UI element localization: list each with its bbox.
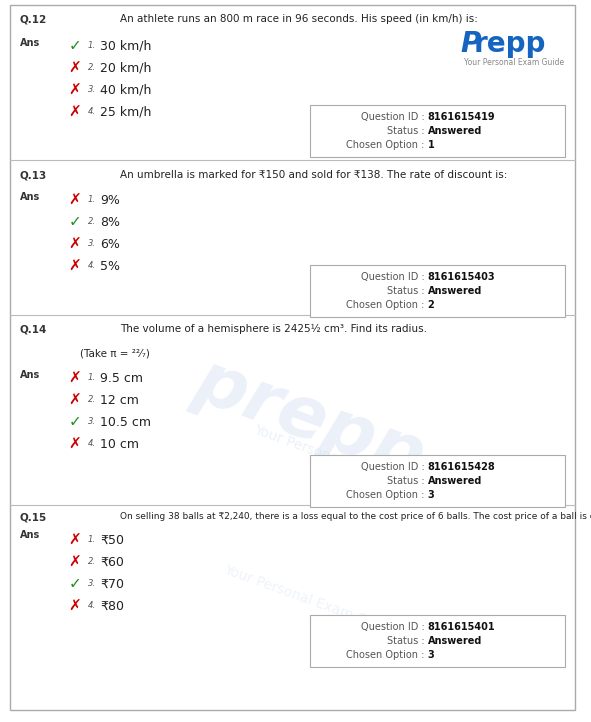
Text: ✗: ✗	[69, 82, 82, 97]
Text: 2.: 2.	[88, 557, 96, 567]
Text: 10.5 cm: 10.5 cm	[100, 415, 151, 428]
Text: Answered: Answered	[427, 286, 482, 296]
Text: Status :: Status :	[387, 126, 427, 136]
Text: 10 cm: 10 cm	[100, 438, 139, 451]
FancyBboxPatch shape	[310, 455, 565, 507]
Text: Q.14: Q.14	[20, 324, 47, 334]
Text: prepp: prepp	[186, 347, 434, 493]
Text: ✓: ✓	[69, 414, 82, 430]
Text: 2: 2	[427, 300, 434, 310]
Text: Your Personal Exam Guide: Your Personal Exam Guide	[464, 58, 564, 67]
Text: ✗: ✗	[69, 61, 82, 76]
Text: Q.12: Q.12	[20, 14, 47, 24]
Text: 1: 1	[427, 140, 434, 150]
Text: 1.: 1.	[88, 196, 96, 204]
Text: 2.: 2.	[88, 396, 96, 404]
Text: 5%: 5%	[100, 259, 120, 272]
Text: ✗: ✗	[69, 258, 82, 274]
Text: ₹60: ₹60	[100, 555, 124, 568]
Text: ₹50: ₹50	[100, 534, 124, 547]
Text: ✗: ✗	[69, 437, 82, 451]
Text: 3: 3	[427, 490, 434, 500]
Text: Ans: Ans	[20, 192, 40, 202]
Text: 3: 3	[427, 650, 434, 660]
Text: ₹80: ₹80	[100, 599, 124, 612]
Text: P: P	[460, 30, 480, 58]
Text: Status :: Status :	[387, 636, 427, 646]
Text: ✗: ✗	[69, 554, 82, 570]
Text: 20 km/h: 20 km/h	[100, 61, 151, 74]
Text: Q.13: Q.13	[20, 170, 47, 180]
Text: 4.: 4.	[88, 440, 96, 448]
Text: 9.5 cm: 9.5 cm	[100, 372, 143, 385]
Text: Chosen Option :: Chosen Option :	[346, 650, 427, 660]
Text: 25 km/h: 25 km/h	[100, 105, 151, 118]
Text: 9%: 9%	[100, 193, 120, 206]
Text: 40 km/h: 40 km/h	[100, 84, 151, 97]
Text: The volume of a hemisphere is 2425½ cm³. Find its radius.: The volume of a hemisphere is 2425½ cm³.…	[120, 324, 427, 334]
Text: 1.: 1.	[88, 536, 96, 544]
Text: Question ID :: Question ID :	[361, 462, 427, 472]
Text: 3.: 3.	[88, 240, 96, 248]
Text: On selling 38 balls at ₹2,240, there is a loss equal to the cost price of 6 ball: On selling 38 balls at ₹2,240, there is …	[120, 512, 591, 521]
Text: 4.: 4.	[88, 261, 96, 271]
FancyBboxPatch shape	[310, 105, 565, 157]
Text: Answered: Answered	[427, 126, 482, 136]
Text: ✓: ✓	[69, 38, 82, 53]
Text: 2.: 2.	[88, 217, 96, 227]
Text: 30 km/h: 30 km/h	[100, 40, 151, 53]
Text: (Take π = ²²⁄₇): (Take π = ²²⁄₇)	[80, 348, 150, 358]
Text: ✗: ✗	[69, 370, 82, 386]
Text: Ans: Ans	[20, 370, 40, 380]
Text: 1.: 1.	[88, 41, 96, 51]
FancyBboxPatch shape	[10, 5, 575, 710]
Text: ✗: ✗	[69, 393, 82, 407]
Text: 3.: 3.	[88, 580, 96, 588]
Text: Status :: Status :	[387, 476, 427, 486]
Text: ✗: ✗	[69, 105, 82, 120]
Text: 8%: 8%	[100, 215, 120, 228]
Text: 12 cm: 12 cm	[100, 393, 139, 406]
Text: Question ID :: Question ID :	[361, 112, 427, 122]
Text: An athlete runs an 800 m race in 96 seconds. His speed (in km/h) is:: An athlete runs an 800 m race in 96 seco…	[120, 14, 478, 24]
Text: ✗: ✗	[69, 193, 82, 207]
Text: ₹70: ₹70	[100, 578, 124, 591]
Text: ✓: ✓	[69, 214, 82, 230]
Text: Chosen Option :: Chosen Option :	[346, 300, 427, 310]
Text: Chosen Option :: Chosen Option :	[346, 140, 427, 150]
Text: Ans: Ans	[20, 530, 40, 540]
Text: 8161615401: 8161615401	[427, 622, 495, 632]
FancyBboxPatch shape	[310, 615, 565, 667]
Text: Your Personal Exam Guide: Your Personal Exam Guide	[252, 422, 428, 497]
Text: Status :: Status :	[387, 286, 427, 296]
Text: Ans: Ans	[20, 38, 40, 48]
Text: 1.: 1.	[88, 373, 96, 383]
Text: 4.: 4.	[88, 601, 96, 611]
Text: Answered: Answered	[427, 636, 482, 646]
Text: ✓: ✓	[69, 576, 82, 591]
Text: Q.15: Q.15	[20, 512, 47, 522]
FancyBboxPatch shape	[310, 265, 565, 317]
Text: 3.: 3.	[88, 85, 96, 95]
Text: An umbrella is marked for ₹150 and sold for ₹138. The rate of discount is:: An umbrella is marked for ₹150 and sold …	[120, 170, 508, 180]
Text: 8161615428: 8161615428	[427, 462, 495, 472]
Text: ✗: ✗	[69, 237, 82, 251]
Text: Your Personal Exam Guide: Your Personal Exam Guide	[222, 562, 398, 638]
Text: Chosen Option :: Chosen Option :	[346, 490, 427, 500]
Text: Question ID :: Question ID :	[361, 622, 427, 632]
Text: Question ID :: Question ID :	[361, 272, 427, 282]
Text: 8161615403: 8161615403	[427, 272, 495, 282]
Text: ✗: ✗	[69, 599, 82, 614]
Text: 3.: 3.	[88, 417, 96, 427]
Text: 6%: 6%	[100, 238, 120, 251]
Text: ✗: ✗	[69, 533, 82, 547]
Text: 2.: 2.	[88, 64, 96, 72]
Text: Answered: Answered	[427, 476, 482, 486]
Text: repp: repp	[474, 30, 546, 58]
Text: 4.: 4.	[88, 108, 96, 116]
Text: 8161615419: 8161615419	[427, 112, 495, 122]
